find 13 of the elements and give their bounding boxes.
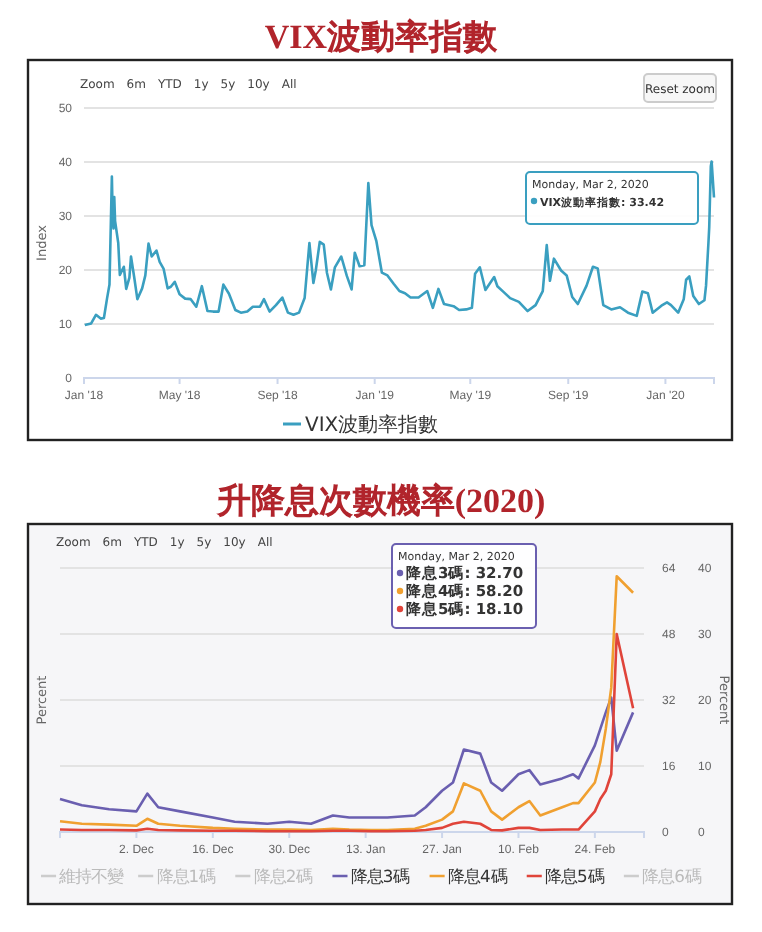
line-series xyxy=(58,632,635,833)
legend-label: 降息2碼 xyxy=(253,865,313,886)
line-series xyxy=(83,160,716,327)
chart-title: 升降息次數機率(2020) xyxy=(214,482,546,520)
legend-label: VIX波動率指數 xyxy=(305,413,439,437)
legend-label: 降息3碼 xyxy=(350,865,410,886)
legend-label: 降息1碼 xyxy=(156,865,216,886)
legend-label: 降息5碼 xyxy=(545,865,604,886)
legend-label: 降息4碼 xyxy=(448,865,507,886)
legend-label: 降息6碼 xyxy=(642,865,701,886)
line-series xyxy=(58,696,635,826)
chart-title: VIX波動率指數 xyxy=(264,18,500,56)
legend-label: 維持不變 xyxy=(57,865,124,886)
